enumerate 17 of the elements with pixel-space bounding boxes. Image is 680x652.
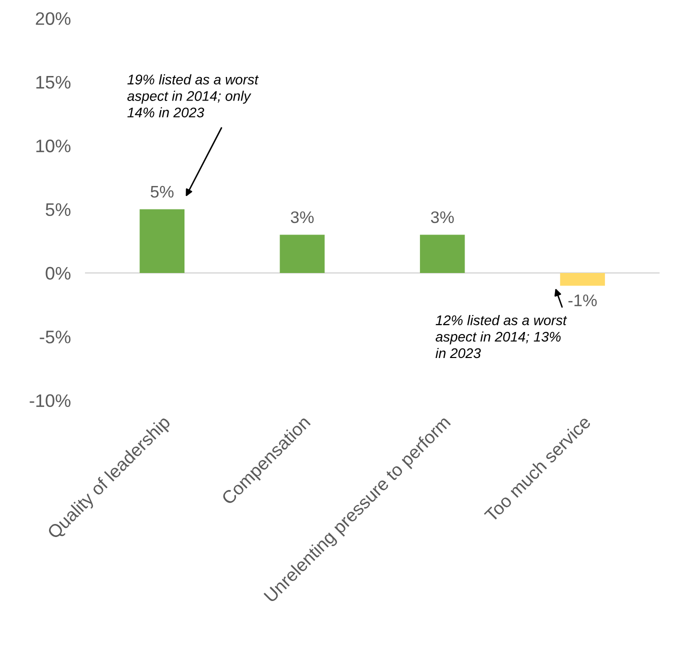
bar bbox=[280, 234, 325, 273]
data-label: 3% bbox=[430, 211, 454, 224]
y-tick-label: -10% bbox=[30, 394, 70, 408]
y-tick-label: -5% bbox=[40, 330, 70, 344]
annotation: 19% listed as a worst aspect in 2014; only 14% in 2023 bbox=[127, 74, 259, 118]
data-label: 5% bbox=[150, 186, 174, 198]
bar bbox=[420, 234, 465, 273]
y-tick-label: 0% bbox=[46, 266, 70, 280]
data-label: 3% bbox=[290, 211, 314, 224]
y-tick-label: 5% bbox=[46, 203, 70, 216]
annotation: 12% listed as a worst aspect in 2014; 13% in 2023 bbox=[436, 315, 568, 358]
y-tick-label: 10% bbox=[36, 140, 70, 152]
bar bbox=[560, 272, 605, 286]
y-tick-label: 20% bbox=[36, 12, 70, 25]
bar bbox=[140, 209, 185, 273]
y-tick-label: 15% bbox=[36, 76, 70, 89]
data-label: -1% bbox=[568, 294, 597, 306]
